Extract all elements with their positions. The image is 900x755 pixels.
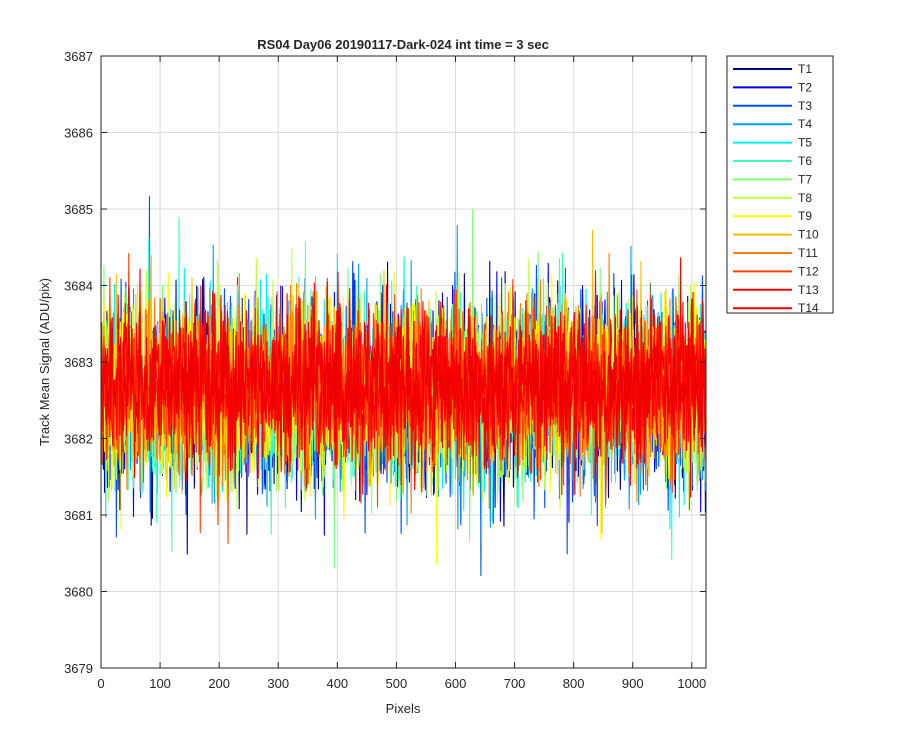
x-tick-label: 0 <box>97 676 104 691</box>
x-tick-label: 400 <box>326 676 348 691</box>
legend-label-t13: T13 <box>798 283 819 297</box>
x-tick-label: 500 <box>386 676 408 691</box>
y-tick-label: 3683 <box>64 355 93 370</box>
legend-label-t7: T7 <box>798 172 812 186</box>
y-axis-label: Track Mean Signal (ADU/pix) <box>37 278 52 446</box>
legend-label-t14: T14 <box>798 301 819 315</box>
legend: T1 T2 T3 T4 T5 T6 T7 T8 T9 T10 T11 T12 T13 T14 <box>726 55 834 315</box>
x-tick-label: 900 <box>622 676 644 691</box>
y-tick-label: 3681 <box>64 508 93 523</box>
x-tick-label: 1000 <box>677 676 706 691</box>
legend-label-t6: T6 <box>798 154 812 168</box>
legend-label-t8: T8 <box>798 191 812 205</box>
x-tick-label: 300 <box>267 676 289 691</box>
series-line-t14 <box>100 268 706 498</box>
x-axis-label: Pixels <box>386 701 421 716</box>
legend-label-t3: T3 <box>798 99 812 113</box>
x-tick-label: 100 <box>149 676 171 691</box>
legend-label-t10: T10 <box>798 228 819 242</box>
legend-label-t11: T11 <box>798 246 818 260</box>
y-tick-label: 3685 <box>64 202 93 217</box>
legend-label-t12: T12 <box>798 264 819 278</box>
y-tick-label: 3687 <box>64 49 93 64</box>
x-axis: 0 100 200 300 400 500 600 700 800 900 1000 <box>97 56 706 691</box>
x-tick-label: 200 <box>208 676 230 691</box>
legend-label-t1: T1 <box>798 62 812 76</box>
series-layer <box>100 195 706 577</box>
legend-label-t2: T2 <box>798 80 812 94</box>
y-tick-label: 3680 <box>64 585 93 600</box>
legend-label-t4: T4 <box>798 117 812 131</box>
series-line-t13 <box>100 257 706 493</box>
y-axis: 3679 3680 3681 3682 3683 3684 3685 3686 3687 <box>64 49 706 676</box>
x-tick-label: 700 <box>504 676 526 691</box>
legend-label-t9: T9 <box>798 209 812 223</box>
y-tick-label: 3684 <box>64 279 93 294</box>
legend-label-t5: T5 <box>798 136 812 150</box>
chart-title: RS04 Day06 20190117-Dark-024 int time = … <box>257 37 549 52</box>
y-tick-label: 3682 <box>64 432 93 447</box>
y-tick-label: 3679 <box>64 661 93 676</box>
x-tick-label: 600 <box>445 676 467 691</box>
y-tick-label: 3686 <box>64 126 93 141</box>
x-tick-label: 800 <box>563 676 585 691</box>
legend-box <box>726 55 834 314</box>
